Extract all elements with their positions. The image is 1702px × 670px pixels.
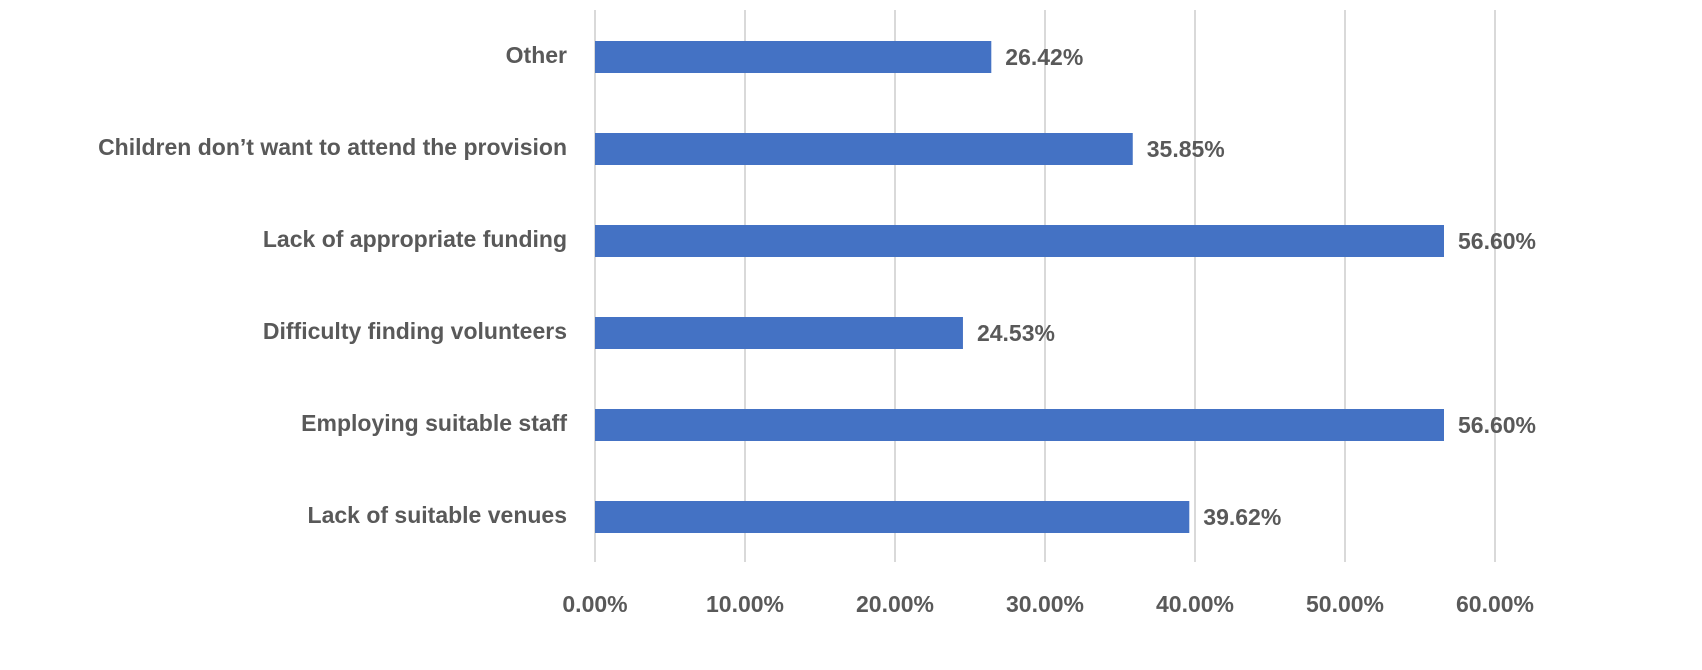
y-tick-label: Other: [506, 42, 567, 68]
y-tick-label: Lack of appropriate funding: [263, 226, 567, 252]
x-tick-label: 30.00%: [1006, 591, 1084, 617]
data-label: 24.53%: [977, 320, 1055, 346]
x-tick-label: 20.00%: [856, 591, 934, 617]
bar: [595, 409, 1444, 441]
data-label: 35.85%: [1147, 136, 1225, 162]
bar: [595, 133, 1133, 165]
bar: [595, 317, 963, 349]
x-tick-label: 40.00%: [1156, 591, 1234, 617]
x-tick-label: 50.00%: [1306, 591, 1384, 617]
x-tick-label: 10.00%: [706, 591, 784, 617]
y-tick-label: Employing suitable staff: [301, 410, 567, 436]
data-label: 56.60%: [1458, 412, 1536, 438]
x-tick-label: 60.00%: [1456, 591, 1534, 617]
bar: [595, 501, 1190, 533]
x-tick-label: 0.00%: [562, 591, 627, 617]
y-tick-label: Lack of suitable venues: [308, 502, 567, 528]
bar: [595, 225, 1444, 257]
bar: [595, 41, 992, 73]
y-tick-label: Children don’t want to attend the provis…: [98, 134, 567, 160]
data-label: 39.62%: [1203, 504, 1281, 530]
data-label: 56.60%: [1458, 228, 1536, 254]
y-tick-label: Difficulty finding volunteers: [263, 318, 567, 344]
data-label: 26.42%: [1005, 44, 1083, 70]
